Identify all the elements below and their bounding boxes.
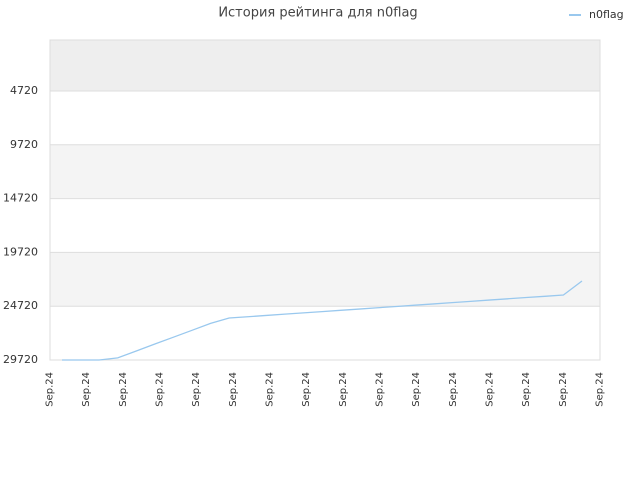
x-tick-label: Sep.24 bbox=[228, 372, 239, 407]
x-tick-label: Sep.24 bbox=[338, 372, 349, 407]
y-tick-label: 19720 bbox=[3, 245, 38, 258]
legend-label: n0flag bbox=[589, 8, 624, 21]
band bbox=[50, 145, 600, 198]
x-tick-label: Sep.24 bbox=[521, 372, 532, 407]
x-tick-label: Sep.24 bbox=[155, 372, 166, 407]
band bbox=[50, 40, 600, 91]
y-tick-label: 29720 bbox=[3, 353, 38, 366]
x-tick-label: Sep.24 bbox=[595, 372, 606, 407]
band bbox=[50, 252, 600, 306]
rating-line bbox=[62, 280, 583, 361]
x-tick-label: Sep.24 bbox=[265, 372, 276, 407]
x-tick-label: Sep.24 bbox=[301, 372, 312, 407]
y-tick-label: 9720 bbox=[10, 138, 38, 151]
x-tick-label: Sep.24 bbox=[558, 372, 569, 407]
chart-title: История рейтинга для n0flag bbox=[218, 6, 417, 21]
x-tick-label: Sep.24 bbox=[485, 372, 496, 407]
x-tick-label: Sep.24 bbox=[411, 372, 422, 407]
y-tick-label: 14720 bbox=[3, 192, 38, 205]
y-tick-label: 4720 bbox=[10, 84, 38, 97]
x-tick-label: Sep.24 bbox=[191, 372, 202, 407]
x-tick-label: Sep.24 bbox=[118, 372, 129, 407]
x-tick-label: Sep.24 bbox=[375, 372, 386, 407]
y-tick-label: 24720 bbox=[3, 299, 38, 312]
x-tick-label: Sep.24 bbox=[45, 372, 56, 407]
x-tick-label: Sep.24 bbox=[448, 372, 459, 407]
x-tick-label: Sep.24 bbox=[81, 372, 92, 407]
